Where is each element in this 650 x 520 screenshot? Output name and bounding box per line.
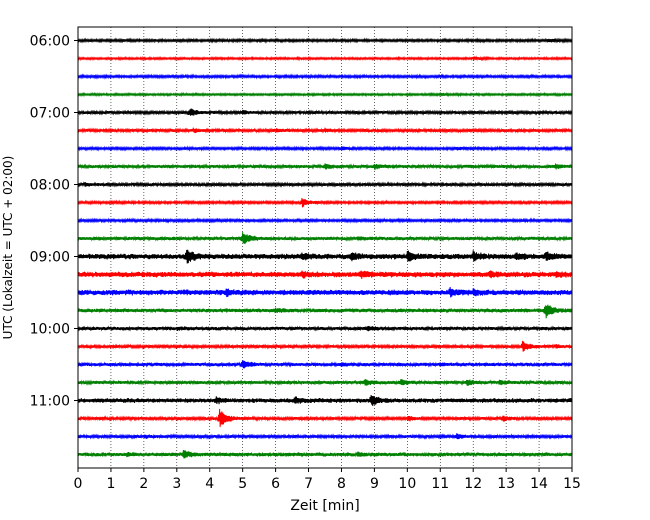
trace-line — [77, 37, 573, 44]
x-tick-label: 4 — [205, 476, 214, 492]
x-tick-label: 9 — [370, 476, 379, 492]
x-tick-label: 1 — [106, 476, 115, 492]
y-tick-label: 06:00 — [30, 34, 70, 50]
x-tick-label: 14 — [530, 476, 548, 492]
y-tick-label: 10:00 — [30, 322, 70, 338]
y-tick-label: 08:00 — [30, 178, 70, 194]
trace-line — [77, 197, 573, 208]
trace-line — [77, 73, 573, 80]
x-tick-label: 11 — [431, 476, 449, 492]
seismic-traces — [77, 37, 573, 459]
x-tick-label: 0 — [74, 476, 83, 492]
y-tick-label: 07:00 — [30, 106, 70, 122]
x-tick-label: 7 — [304, 476, 313, 492]
trace-line — [77, 217, 573, 224]
trace-line — [77, 270, 573, 279]
trace-line — [77, 360, 573, 369]
trace-line — [77, 55, 573, 62]
trace-line — [77, 145, 573, 152]
y-tick-label: 11:00 — [30, 394, 70, 410]
x-tick-label: 10 — [398, 476, 416, 492]
y-axis-label: UTC (Lokalzeit = UTC + 02:00) — [1, 156, 15, 340]
trace-line — [77, 232, 573, 244]
x-tick-label: 8 — [337, 476, 346, 492]
trace-line — [77, 249, 573, 264]
trace-line — [77, 325, 573, 332]
trace-line — [77, 181, 573, 188]
trace-line — [77, 127, 573, 134]
trace-line — [77, 340, 573, 352]
x-tick-label: 12 — [464, 476, 482, 492]
trace-line — [77, 433, 573, 440]
trace-line — [77, 286, 573, 298]
x-axis-ticks: 0 1 2 3 4 5 6 7 8 9 10 11 12 13 14 15 — [74, 468, 581, 492]
trace-line — [77, 304, 573, 319]
x-tick-label: 6 — [271, 476, 280, 492]
x-tick-label: 3 — [172, 476, 181, 492]
trace-line — [77, 91, 573, 98]
trace-line — [77, 450, 573, 459]
trace-line — [77, 108, 573, 116]
y-axis-ticks: 06:00 07:00 08:00 09:00 10:00 11:00 — [30, 34, 78, 410]
y-tick-label: 09:00 — [30, 250, 70, 266]
x-tick-label: 2 — [139, 476, 148, 492]
trace-line — [77, 408, 573, 428]
x-tick-label: 5 — [238, 476, 247, 492]
x-axis-label: Zeit [min] — [290, 498, 359, 514]
plot-frame — [77, 26, 573, 469]
x-tick-label: 15 — [563, 476, 581, 492]
x-tick-label: 13 — [497, 476, 515, 492]
trace-line — [77, 379, 573, 386]
trace-line — [77, 163, 573, 171]
trace-line — [77, 394, 573, 406]
